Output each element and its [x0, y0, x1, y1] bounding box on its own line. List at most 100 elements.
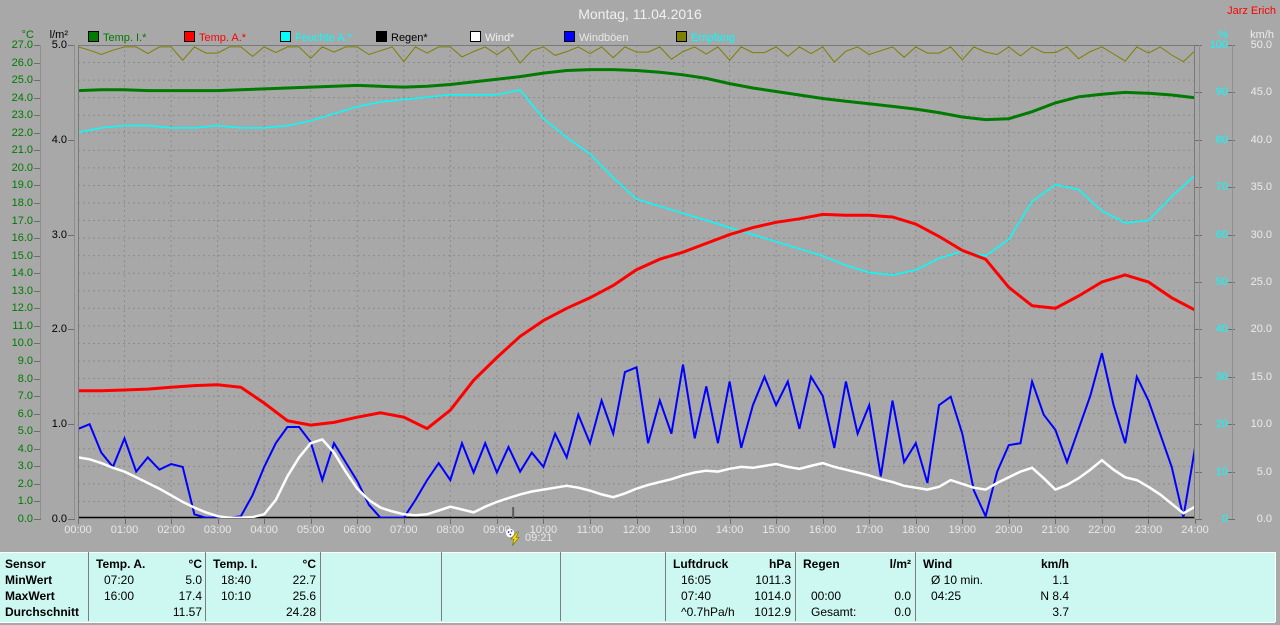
rain-axis-label-tick	[68, 519, 75, 520]
temp-axis-label: 4.0	[17, 442, 33, 455]
humidity-axis-label: 90	[1215, 86, 1228, 99]
table-cell-value: 1014.0	[754, 589, 791, 603]
series-windben	[77, 352, 1196, 520]
humidity-axis-label: 10	[1215, 465, 1228, 478]
rain-axis-label-tick	[68, 45, 75, 46]
time-axis-label: 04:00	[250, 524, 278, 536]
temp-axis-label-tick	[34, 273, 41, 275]
table-divider	[915, 552, 916, 621]
table-cell-value: 0.0	[894, 589, 911, 603]
temp-axis-label-tick	[34, 220, 41, 222]
temp-axis-label-tick	[34, 203, 41, 204]
lightning-cursor-icon	[505, 528, 520, 546]
temp-axis-label: 26.0	[11, 56, 33, 69]
time-axis-label: 21:00	[1041, 524, 1070, 536]
page-title: Montag, 11.04.2016	[578, 6, 702, 22]
temp-axis-label: 21.0	[11, 144, 33, 157]
rain-axis-label: 1.0	[51, 418, 67, 431]
time-axis-tick	[124, 519, 126, 524]
time-axis-tick	[450, 519, 452, 524]
legend-item-feuchtea[interactable]: Feuchte A.*	[280, 31, 352, 45]
table-col-unit: °C	[188, 557, 202, 571]
time-axis-label: 22:00	[1088, 524, 1116, 536]
table-cell-time: 10:10	[221, 589, 252, 603]
wind-axis-label: 50.0	[1250, 39, 1272, 51]
table-col-unit: l/m²	[889, 557, 911, 571]
legend-chip-icon	[470, 31, 481, 42]
table-col-header: Luftdruck	[673, 557, 729, 571]
legend-item-regen[interactable]: Regen*	[376, 31, 428, 45]
temp-axis-label: 7.0	[17, 390, 33, 403]
summary-table: Sensor MinWert MaxWert Durchschnitt Temp. A.…	[0, 552, 1275, 623]
wind-axis-label-tick	[1228, 234, 1235, 236]
wind-axis-label-tick	[1228, 187, 1235, 189]
table-divider	[560, 552, 561, 621]
temp-axis-label: 19.0	[11, 179, 33, 192]
table-cell-time: 07:20	[104, 573, 135, 587]
legend-chip-icon	[280, 31, 291, 42]
temp-axis-label-tick	[34, 290, 41, 292]
table-cell-value: 1011.3	[755, 573, 791, 587]
legend-item-tempa[interactable]: Temp. A.*	[184, 31, 246, 45]
wind-axis-label: 30.0	[1250, 228, 1272, 241]
rain-axis-label: 4.0	[51, 133, 67, 146]
time-axis-tick	[1195, 519, 1196, 524]
time-axis-label: 06:00	[343, 524, 372, 536]
wind-axis-label-tick	[1228, 376, 1235, 378]
table-cell-time: 04:25	[931, 589, 962, 603]
legend-item-windben[interactable]: Windböen	[564, 31, 629, 45]
table-col-header: Temp. I.	[213, 557, 258, 571]
chart-plot[interactable]	[77, 45, 1196, 520]
legend-item-empfang[interactable]: Empfang	[676, 31, 735, 45]
time-axis-tick	[962, 519, 964, 524]
temp-axis-label-tick	[34, 45, 41, 46]
legend-item-tempi[interactable]: Temp. I.*	[88, 31, 146, 45]
humidity-axis-label: 70	[1215, 181, 1228, 194]
table-row-label: MinWert	[5, 573, 53, 587]
temp-axis-label: 27.0	[11, 39, 33, 51]
time-axis-tick	[636, 519, 638, 524]
humidity-axis-label: 50	[1215, 276, 1228, 288]
table-cell-time: 16:00	[104, 589, 135, 603]
legend-chip-icon	[564, 31, 575, 42]
temp-axis-label: 16.0	[11, 232, 33, 245]
humidity-axis-label: 30	[1215, 370, 1228, 383]
time-axis-tick	[589, 519, 591, 524]
table-row-label: MaxWert	[5, 589, 55, 603]
humidity-axis-label: 40	[1215, 323, 1228, 336]
legend-item-wind[interactable]: Wind*	[470, 31, 514, 45]
time-axis-tick	[543, 519, 545, 524]
wind-axis-unit: km/h	[1250, 29, 1274, 41]
wind-axis-label: 10.0	[1250, 418, 1272, 431]
temp-axis-label-tick	[34, 167, 41, 169]
temp-axis-label-tick	[34, 150, 41, 152]
table-row-label: Durchschnitt	[5, 605, 80, 619]
series-tempi	[77, 68, 1196, 122]
temp-axis-label-tick	[34, 325, 41, 327]
wind-axis-label: 15.0	[1250, 370, 1272, 383]
humidity-axis-label-tick	[1195, 187, 1202, 189]
author-label: Jarz Erich	[1227, 5, 1276, 17]
time-axis-tick	[403, 519, 405, 524]
time-axis-label: 02:00	[157, 524, 185, 536]
table-divider	[320, 552, 321, 621]
time-axis-tick	[1101, 519, 1103, 524]
wind-axis-label: 20.0	[1250, 323, 1272, 336]
humidity-axis-unit: %	[1218, 29, 1228, 41]
table-divider	[795, 552, 796, 621]
temp-axis-label-tick	[34, 238, 41, 240]
temp-axis-label-tick	[34, 413, 41, 415]
temp-axis-label: 25.0	[11, 74, 33, 87]
table-cell-value: 17.4	[178, 589, 202, 603]
time-axis-label: 13:00	[669, 524, 697, 536]
humidity-axis-label-tick	[1195, 376, 1202, 378]
table-divider	[665, 552, 666, 621]
rain-axis-label: 3.0	[51, 228, 67, 241]
temp-axis-label-tick	[34, 466, 41, 468]
time-axis-tick	[729, 519, 731, 524]
temp-axis-label-tick	[34, 361, 41, 362]
time-axis-label: 05:00	[296, 524, 325, 536]
humidity-axis-label: 60	[1215, 228, 1228, 241]
axis-line	[1199, 45, 1200, 519]
legend-chip-icon	[88, 31, 99, 42]
